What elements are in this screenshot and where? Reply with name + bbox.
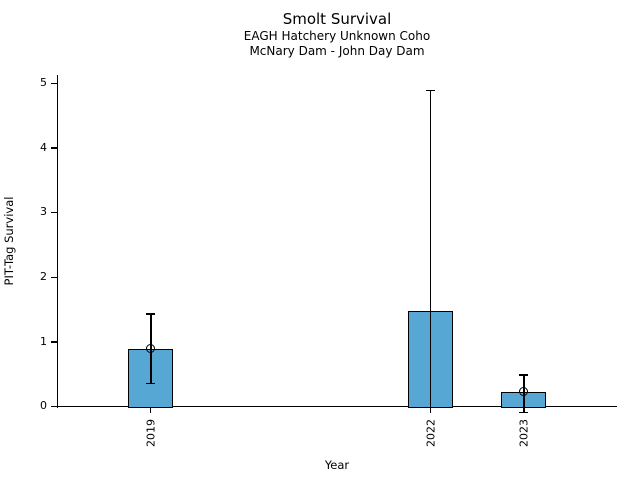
y-tick-4 <box>51 147 58 149</box>
error-cap-top-2019 <box>146 313 156 316</box>
chart-subtitle-line1: EAGH Hatchery Unknown Coho <box>243 29 431 43</box>
y-tick-5 <box>51 82 58 85</box>
error-cap-bottom-2023 <box>519 411 529 414</box>
error-cap-bottom-2019 <box>146 382 156 385</box>
y-tick-label-1: 1 <box>40 334 47 348</box>
chart-subtitle-line2: McNary Dam - John Day Dam <box>249 44 425 58</box>
error-cap-top-2022 <box>426 89 435 92</box>
x-tick-2022 <box>429 406 432 414</box>
error-bar-2022 <box>429 90 432 407</box>
x-axis-label: Year <box>324 458 350 472</box>
y-tick-label-2: 2 <box>40 269 47 283</box>
y-tick-label-4: 4 <box>40 140 47 154</box>
x-tick-label-text-2019: 2019 <box>144 419 158 447</box>
y-tick-label-0: 0 <box>40 399 47 413</box>
point-marker-2023 <box>519 387 529 397</box>
x-axis-line <box>56 406 618 408</box>
y-tick-label-3: 3 <box>40 205 47 219</box>
x-tick-label-text-2022: 2022 <box>424 419 437 447</box>
y-tick-label-5: 5 <box>40 75 47 89</box>
y-tick-3 <box>51 212 58 214</box>
x-tick-label-text-2023: 2023 <box>517 419 531 447</box>
y-axis-line <box>56 75 59 408</box>
y-tick-2 <box>51 276 58 279</box>
error-cap-top-2023 <box>519 374 529 376</box>
y-tick-0 <box>51 406 58 408</box>
point-marker-2019 <box>146 344 156 353</box>
x-tick-2019 <box>150 406 152 414</box>
chart-title: Smolt Survival <box>282 10 392 28</box>
y-tick-1 <box>51 341 58 343</box>
